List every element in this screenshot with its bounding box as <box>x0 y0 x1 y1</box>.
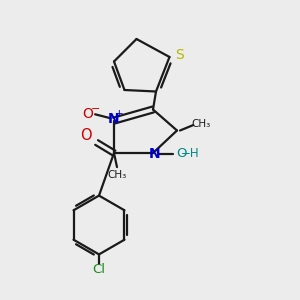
Text: +: + <box>115 109 124 119</box>
Text: Cl: Cl <box>92 263 106 276</box>
Text: O: O <box>81 128 92 143</box>
Text: N: N <box>148 147 160 161</box>
Text: CH₃: CH₃ <box>191 119 211 129</box>
Text: S: S <box>175 48 184 62</box>
Text: O: O <box>176 147 187 160</box>
Text: −H: −H <box>181 147 200 160</box>
Text: CH₃: CH₃ <box>107 170 127 180</box>
Text: N: N <box>108 112 119 126</box>
Text: O: O <box>82 107 93 121</box>
Text: −: − <box>91 104 100 114</box>
